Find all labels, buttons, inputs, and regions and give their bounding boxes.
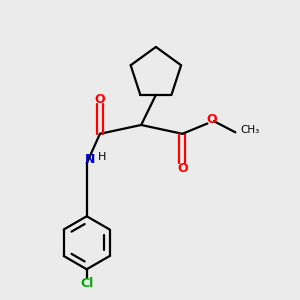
Text: O: O — [94, 93, 105, 106]
Text: N: N — [85, 153, 95, 166]
Text: Cl: Cl — [80, 278, 93, 290]
Text: CH₃: CH₃ — [241, 125, 260, 135]
Text: O: O — [206, 113, 217, 127]
Text: H: H — [98, 152, 106, 162]
Text: O: O — [177, 162, 188, 175]
